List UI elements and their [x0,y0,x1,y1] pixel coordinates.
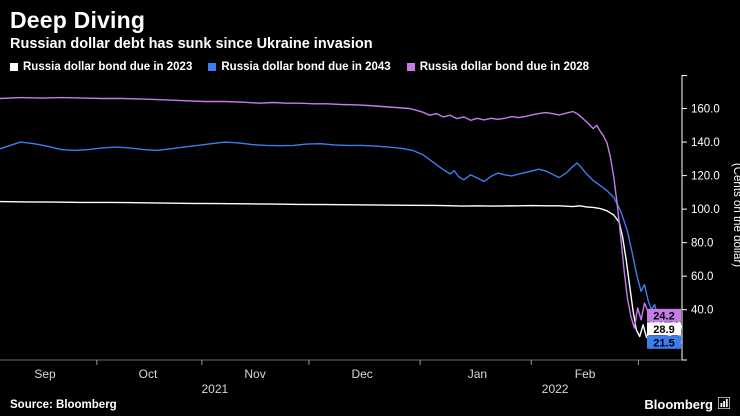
legend-swatch-icon [208,63,217,72]
chart-legend: Russia dollar bond due in 2023 Russia dol… [0,52,740,73]
chart-title: Deep Diving [10,7,146,33]
chart-subtitle: Russian dollar debt has sunk since Ukrai… [10,36,373,53]
legend-item-due-2028: Russia dollar bond due in 2028 [406,61,590,74]
x-tick-label-jan: Jan [468,367,487,381]
bloomberg-logo-text: Bloomberg [644,397,713,413]
series-line-due-2023 [0,201,683,339]
chart: 160.0 140.0 120.0 100.0 80.0 60.0 40.0 (Cents o… [0,75,740,396]
end-value-badge-21.5 [647,336,681,350]
year-label-2022: 2022 [542,382,569,396]
legend-swatch-icon [406,63,415,72]
y-tick-label: 160.0 [691,104,720,116]
chart-header: Deep Diving Russian dollar debt has sunk… [0,0,740,52]
legend-item-due-2043: Russia dollar bond due in 2043 [208,61,391,74]
end-value-label: 24.2 [653,311,674,323]
series-line-due-2028 [0,97,683,338]
y-tick-label: 40.0 [691,305,713,317]
chart-footer: Source: Bloomberg Bloomberg [0,396,740,413]
x-tick-label-sep: Sep [34,367,56,381]
x-tick-label-dec: Dec [351,367,372,381]
x-tick-label-nov: Nov [244,367,265,381]
legend-swatch-icon [10,63,18,72]
y-tick-label: 60.0 [691,271,713,283]
legend-label: Russia dollar bond due in 2028 [419,61,590,74]
legend-item-due-2023: Russia dollar bond due in 2023 [10,61,192,73]
legend-label: Russia dollar bond due in 2023 [23,61,193,74]
bloomberg-chart-icon [717,396,731,412]
y-tick-label: 100.0 [691,204,720,216]
series-line-due-2043 [0,141,683,349]
bloomberg-logo: Bloomberg [644,396,731,413]
y-tick-label: 140.0 [691,137,720,149]
end-value-badge-28.9 [647,322,681,336]
end-value-badge-24.2 [647,309,681,323]
y-tick-label: 80.0 [691,238,713,250]
y-tick-label: 120.0 [691,171,720,183]
year-label-2021: 2021 [201,382,228,396]
end-value-label: 28.9 [653,324,674,336]
source-label: Source: Bloomberg [10,398,117,411]
x-tick-label-oct: Oct [139,367,158,381]
end-value-label: 21.5 [653,338,674,350]
legend-label: Russia dollar bond due in 2043 [221,61,391,74]
x-tick-label-feb: Feb [575,367,596,381]
y-axis-title: (Cents on the dollar) [731,163,740,267]
